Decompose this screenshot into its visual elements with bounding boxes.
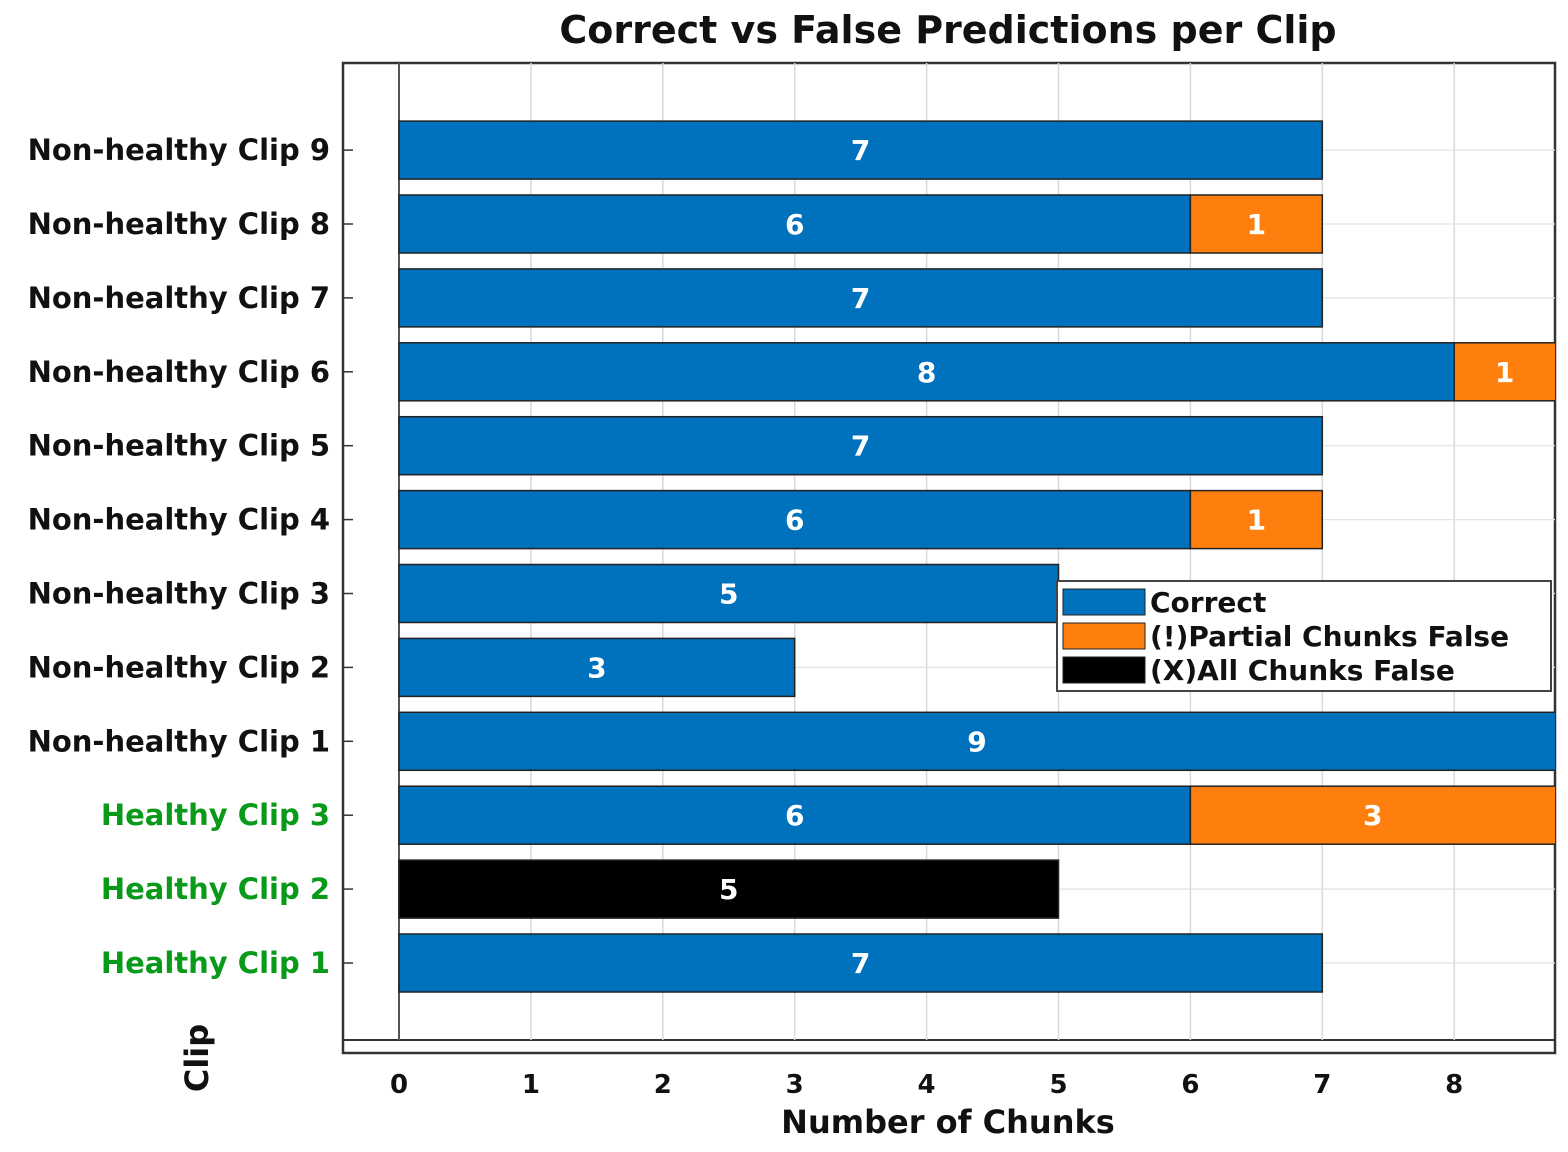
x-tick-label: 3: [786, 1070, 804, 1100]
y-tick-label: Healthy Clip 1: [101, 946, 330, 980]
bar-segment: [398, 268, 1324, 328]
bar-segment: [398, 637, 796, 698]
bar-segment: [398, 342, 1455, 402]
y-tick-label: Non-healthy Clip 8: [28, 207, 330, 241]
legend: Correct(!)Partial Chunks False(X)All Chu…: [1056, 580, 1552, 692]
y-tick-label: Healthy Clip 2: [101, 872, 330, 906]
bars-clipped: 7 5 6 3 9 3 5 6 1 7 8 1 7 6 1 7: [398, 120, 1555, 993]
bar-segment: [398, 933, 1324, 993]
legend-label: (X)All Chunks False: [1150, 654, 1455, 687]
bar-value-label: 6: [785, 504, 804, 537]
legend-swatch: [1062, 622, 1146, 650]
y-axis-label: Clip: [178, 1024, 216, 1092]
bar-value-label: 7: [851, 134, 870, 167]
bar-segment: [1189, 785, 1555, 845]
bar-group: 7 5 6 3 9 3 5 6 1 7 8 1 7 6 1 7: [398, 120, 1555, 993]
y-tick-label: Non-healthy Clip 1: [28, 724, 330, 758]
y-tick-label: Non-healthy Clip 6: [28, 355, 330, 389]
bar-value-label: 7: [851, 282, 870, 315]
bar-value-label: 9: [967, 725, 986, 758]
bar-value-label: 5: [719, 578, 738, 611]
y-tick-label: Non-healthy Clip 5: [28, 429, 330, 463]
bar-value-label: 3: [1363, 799, 1382, 832]
x-tick-labels: 0 1 2 3 4 5 6 7 8: [390, 1070, 1463, 1100]
bar-segment: [398, 194, 1192, 254]
bar-segment: [398, 489, 1192, 550]
bar-segment: [398, 563, 1060, 624]
bar-value-label: 1: [1247, 504, 1266, 537]
bar-segment: [398, 711, 1555, 772]
y-tick-label: Healthy Clip 3: [101, 798, 330, 832]
x-tick-label: 7: [1313, 1070, 1331, 1100]
x-tick-label: 4: [918, 1070, 936, 1100]
legend-label: (!)Partial Chunks False: [1150, 620, 1509, 653]
bar-value-label: 5: [719, 873, 738, 906]
x-tick-label: 1: [522, 1070, 540, 1100]
bar-value-label: 7: [851, 430, 870, 463]
x-tick-label: 2: [654, 1070, 672, 1100]
bar-value-label: 1: [1247, 208, 1266, 241]
bar-value-label: 8: [917, 356, 936, 389]
legend-label: Correct: [1150, 586, 1266, 619]
legend-swatch: [1062, 588, 1146, 616]
legend-swatch: [1062, 656, 1146, 684]
x-tick-label: 5: [1049, 1070, 1067, 1100]
x-tick-label: 6: [1181, 1070, 1199, 1100]
y-tick-label: Non-healthy Clip 7: [28, 281, 330, 315]
bar-segment: [398, 415, 1324, 476]
x-tick-label: 8: [1445, 1070, 1463, 1100]
bar-value-label: 6: [785, 208, 804, 241]
y-tick-label: Non-healthy Clip 9: [28, 133, 330, 167]
bar-segment: [398, 785, 1192, 845]
bar-value-label: 6: [785, 799, 804, 832]
bar-value-label: 7: [851, 947, 870, 980]
y-tick-labels: Healthy Clip 1 Healthy Clip 2 Healthy Clip…: [28, 133, 353, 980]
y-tick-label: Non-healthy Clip 3: [28, 577, 330, 611]
bar-segment: [1189, 489, 1324, 550]
bar-segment: [398, 120, 1324, 180]
bar-segment: [1189, 194, 1324, 254]
y-tick-label: Non-healthy Clip 4: [28, 503, 330, 537]
bar-value-label: 3: [587, 651, 606, 684]
chart-title: Correct vs False Predictions per Clip: [559, 8, 1336, 52]
bar-segment: [398, 859, 1060, 919]
bar-value-label: 1: [1495, 356, 1514, 389]
y-tick-label: Non-healthy Clip 2: [28, 650, 330, 684]
x-tick-label: 0: [390, 1070, 408, 1100]
x-axis-label: Number of Chunks: [781, 1103, 1115, 1141]
bar-segment: [1453, 342, 1555, 402]
